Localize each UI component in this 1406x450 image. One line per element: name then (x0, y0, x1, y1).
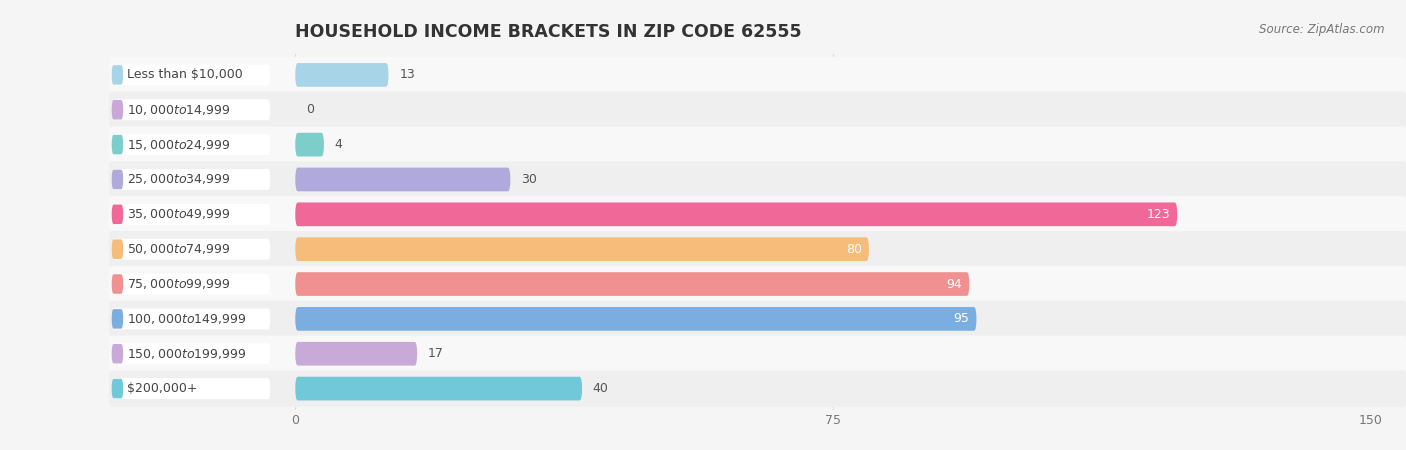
Text: 30: 30 (522, 173, 537, 186)
FancyBboxPatch shape (108, 370, 1406, 407)
FancyBboxPatch shape (112, 99, 270, 120)
Text: 95: 95 (953, 312, 969, 325)
FancyBboxPatch shape (108, 92, 1406, 128)
FancyBboxPatch shape (295, 307, 976, 331)
Text: 94: 94 (946, 278, 962, 291)
Text: 40: 40 (593, 382, 609, 395)
FancyBboxPatch shape (112, 134, 270, 155)
Text: $100,000 to $149,999: $100,000 to $149,999 (127, 312, 246, 326)
Text: HOUSEHOLD INCOME BRACKETS IN ZIP CODE 62555: HOUSEHOLD INCOME BRACKETS IN ZIP CODE 62… (295, 23, 801, 41)
Text: 123: 123 (1146, 208, 1170, 221)
FancyBboxPatch shape (295, 377, 582, 400)
FancyBboxPatch shape (108, 231, 1406, 267)
Text: $10,000 to $14,999: $10,000 to $14,999 (127, 103, 231, 117)
FancyBboxPatch shape (111, 344, 124, 364)
FancyBboxPatch shape (112, 308, 270, 329)
Text: $150,000 to $199,999: $150,000 to $199,999 (127, 347, 246, 361)
Text: $75,000 to $99,999: $75,000 to $99,999 (127, 277, 231, 291)
FancyBboxPatch shape (111, 379, 124, 398)
FancyBboxPatch shape (111, 205, 124, 224)
Text: $200,000+: $200,000+ (127, 382, 197, 395)
FancyBboxPatch shape (108, 126, 1406, 163)
FancyBboxPatch shape (111, 309, 124, 328)
FancyBboxPatch shape (112, 169, 270, 190)
FancyBboxPatch shape (295, 63, 388, 87)
FancyBboxPatch shape (108, 57, 1406, 93)
FancyBboxPatch shape (108, 301, 1406, 337)
Text: 0: 0 (307, 103, 314, 116)
Text: $15,000 to $24,999: $15,000 to $24,999 (127, 138, 231, 152)
FancyBboxPatch shape (108, 266, 1406, 302)
Text: 17: 17 (427, 347, 444, 360)
FancyBboxPatch shape (108, 162, 1406, 198)
FancyBboxPatch shape (295, 133, 323, 157)
FancyBboxPatch shape (111, 135, 124, 154)
Text: Less than $10,000: Less than $10,000 (127, 68, 242, 81)
Text: $35,000 to $49,999: $35,000 to $49,999 (127, 207, 231, 221)
Text: 13: 13 (399, 68, 415, 81)
FancyBboxPatch shape (112, 378, 270, 399)
Text: $50,000 to $74,999: $50,000 to $74,999 (127, 242, 231, 256)
Text: 4: 4 (335, 138, 343, 151)
FancyBboxPatch shape (112, 238, 270, 260)
FancyBboxPatch shape (111, 239, 124, 259)
FancyBboxPatch shape (111, 65, 124, 85)
FancyBboxPatch shape (111, 274, 124, 294)
Text: 80: 80 (846, 243, 862, 256)
FancyBboxPatch shape (295, 202, 1177, 226)
FancyBboxPatch shape (112, 343, 270, 364)
FancyBboxPatch shape (295, 167, 510, 191)
FancyBboxPatch shape (295, 272, 969, 296)
FancyBboxPatch shape (108, 336, 1406, 372)
FancyBboxPatch shape (112, 64, 270, 86)
Text: $25,000 to $34,999: $25,000 to $34,999 (127, 172, 231, 186)
FancyBboxPatch shape (295, 237, 869, 261)
FancyBboxPatch shape (295, 342, 418, 365)
FancyBboxPatch shape (111, 170, 124, 189)
FancyBboxPatch shape (112, 204, 270, 225)
FancyBboxPatch shape (112, 274, 270, 294)
Text: Source: ZipAtlas.com: Source: ZipAtlas.com (1260, 22, 1385, 36)
FancyBboxPatch shape (108, 196, 1406, 233)
FancyBboxPatch shape (111, 100, 124, 120)
